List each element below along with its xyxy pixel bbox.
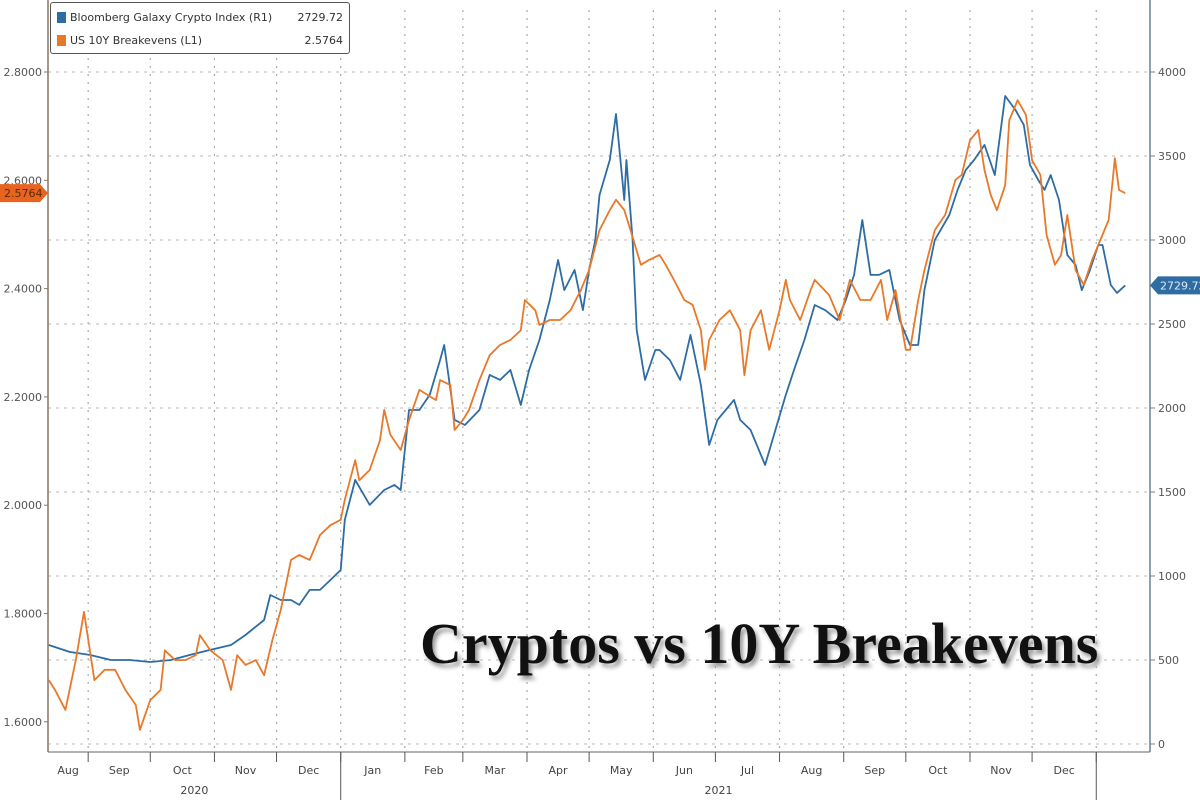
left-tick-label: 1.8000 <box>4 608 43 621</box>
right-tick-label: 0 <box>1158 738 1165 751</box>
right-tick-label: 3500 <box>1158 150 1186 163</box>
month-label: Dec <box>298 764 319 777</box>
left-tick-label: 2.6000 <box>4 174 43 187</box>
month-label: Dec <box>1054 764 1075 777</box>
axes: 2.8000 2.6000 2.4000 2.2000 2.0000 1.8000 1.60… <box>4 0 1186 800</box>
month-label: Oct <box>928 764 948 777</box>
month-label: Oct <box>173 764 193 777</box>
legend-swatch-breakevens <box>57 34 66 46</box>
last-value-tag-crypto <box>1150 276 1200 295</box>
last-value-tag-breakevens <box>0 184 48 203</box>
series-line-crypto <box>48 95 1126 663</box>
value-tags: 2729.72 2.5764 <box>0 184 1200 295</box>
series-line-breakevens <box>48 99 1126 731</box>
month-label: Feb <box>424 764 443 777</box>
month-label: Jun <box>675 764 693 777</box>
month-label: Nov <box>990 764 1012 777</box>
left-tick-label: 2.4000 <box>4 283 43 296</box>
year-label: 2020 <box>180 784 208 797</box>
right-tick-label: 2000 <box>1158 402 1186 415</box>
month-label: Sep <box>109 764 130 777</box>
right-tick-label: 500 <box>1158 654 1179 667</box>
month-label: Sep <box>864 764 885 777</box>
legend-value: 2.5764 <box>304 33 344 47</box>
month-label: Nov <box>235 764 257 777</box>
month-label: Mar <box>485 764 506 777</box>
legend-item-breakevens: US 10Y Breakevens (L1) 2.5764 <box>57 31 343 49</box>
month-label: Apr <box>549 764 569 777</box>
year-label: 2021 <box>704 784 732 797</box>
month-label: Jan <box>363 764 381 777</box>
legend: Bloomberg Galaxy Crypto Index (R1) 2729.… <box>50 2 350 54</box>
left-tick-label: 2.2000 <box>4 391 43 404</box>
last-value-label: 2.5764 <box>4 187 43 200</box>
month-label: May <box>610 764 633 777</box>
legend-swatch-crypto <box>57 11 66 23</box>
legend-label: US 10Y Breakevens (L1) <box>70 33 203 47</box>
right-tick-label: 3000 <box>1158 234 1186 247</box>
right-tick-label: 1500 <box>1158 486 1186 499</box>
legend-value: 2729.72 <box>297 10 344 24</box>
legend-item-crypto: Bloomberg Galaxy Crypto Index (R1) 2729.… <box>57 8 343 26</box>
month-label: Aug <box>801 764 822 777</box>
chart-title: Cryptos vs 10Y Breakevens <box>420 611 1099 676</box>
right-tick-label: 1000 <box>1158 570 1186 583</box>
right-tick-label: 4000 <box>1158 66 1186 79</box>
series-lines <box>48 95 1126 731</box>
left-tick-label: 2.0000 <box>4 499 43 512</box>
right-tick-label: 2500 <box>1158 318 1186 331</box>
last-value-label: 2729.72 <box>1160 279 1200 292</box>
left-tick-label: 2.8000 <box>4 66 43 79</box>
month-label: Jul <box>740 764 754 777</box>
month-label: Aug <box>57 764 78 777</box>
left-tick-label: 1.6000 <box>4 716 43 729</box>
legend-label: Bloomberg Galaxy Crypto Index (R1) <box>70 10 273 24</box>
